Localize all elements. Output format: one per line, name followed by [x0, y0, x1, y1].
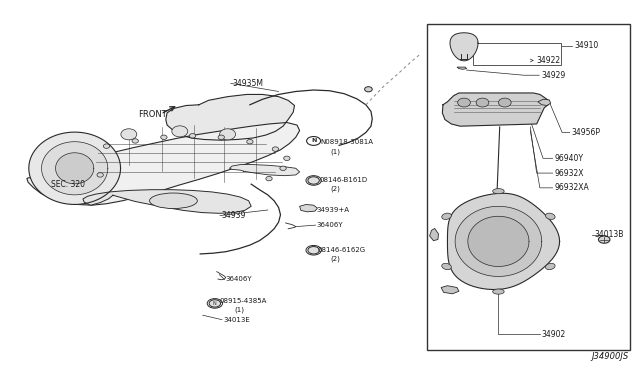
Text: SEC. 320: SEC. 320	[51, 180, 85, 189]
Text: 36406Y: 36406Y	[317, 222, 344, 228]
Ellipse shape	[280, 166, 286, 170]
Polygon shape	[56, 153, 94, 184]
Ellipse shape	[307, 137, 321, 145]
Ellipse shape	[308, 247, 319, 254]
Text: 08146-6162G: 08146-6162G	[317, 247, 365, 253]
Ellipse shape	[476, 98, 489, 107]
Text: 34013E: 34013E	[223, 317, 250, 323]
Ellipse shape	[458, 98, 470, 107]
Ellipse shape	[308, 177, 319, 184]
Ellipse shape	[246, 140, 253, 144]
Text: J34900JS: J34900JS	[592, 352, 629, 361]
Ellipse shape	[161, 135, 167, 140]
Ellipse shape	[97, 173, 103, 177]
Text: (1): (1)	[330, 148, 340, 154]
Ellipse shape	[442, 213, 451, 219]
Polygon shape	[429, 228, 438, 241]
Text: (1): (1)	[234, 307, 244, 313]
Ellipse shape	[545, 213, 555, 219]
Text: FRONT: FRONT	[138, 109, 167, 119]
Ellipse shape	[442, 263, 451, 270]
Text: 34902: 34902	[541, 330, 566, 339]
Text: 96932X: 96932X	[554, 169, 584, 177]
Text: (2): (2)	[330, 256, 340, 262]
Ellipse shape	[499, 98, 511, 107]
Text: 08146-B161D: 08146-B161D	[320, 177, 368, 183]
Ellipse shape	[150, 193, 197, 209]
Polygon shape	[230, 164, 300, 176]
Ellipse shape	[103, 144, 109, 148]
Polygon shape	[442, 93, 549, 126]
Polygon shape	[457, 67, 467, 69]
Ellipse shape	[121, 129, 137, 140]
Polygon shape	[447, 193, 559, 289]
Text: 34935M: 34935M	[232, 79, 263, 88]
Ellipse shape	[132, 139, 138, 143]
Ellipse shape	[218, 135, 225, 140]
Text: 34929: 34929	[541, 71, 566, 80]
Text: 34910: 34910	[575, 41, 599, 50]
Bar	[473, 43, 561, 65]
Polygon shape	[83, 190, 251, 213]
Text: 34939+A: 34939+A	[317, 207, 350, 213]
Polygon shape	[441, 286, 459, 294]
Polygon shape	[27, 122, 300, 205]
Text: 34013B: 34013B	[594, 230, 623, 239]
Ellipse shape	[189, 134, 196, 138]
Ellipse shape	[209, 300, 221, 307]
Text: 36406Y: 36406Y	[226, 276, 252, 282]
Polygon shape	[450, 33, 478, 61]
Ellipse shape	[272, 147, 278, 151]
Polygon shape	[42, 142, 108, 195]
Polygon shape	[29, 132, 120, 205]
Ellipse shape	[172, 126, 188, 137]
Text: 34956P: 34956P	[572, 128, 601, 137]
Text: N: N	[213, 301, 217, 306]
Polygon shape	[468, 216, 529, 266]
Text: 96940Y: 96940Y	[554, 154, 584, 163]
Polygon shape	[455, 206, 541, 276]
Ellipse shape	[365, 87, 372, 92]
Ellipse shape	[284, 156, 290, 161]
Text: 34939: 34939	[221, 211, 246, 220]
Text: N08918-3081A: N08918-3081A	[320, 139, 373, 145]
Text: (2): (2)	[330, 186, 340, 192]
Bar	[427, 23, 630, 350]
Text: 34922: 34922	[537, 56, 561, 65]
Ellipse shape	[545, 263, 555, 270]
Ellipse shape	[266, 176, 272, 181]
Text: N: N	[311, 138, 316, 144]
Text: 96932XA: 96932XA	[554, 183, 589, 192]
Polygon shape	[166, 94, 294, 140]
Ellipse shape	[220, 129, 236, 140]
Ellipse shape	[493, 289, 504, 294]
Text: 08915-4385A: 08915-4385A	[220, 298, 267, 304]
Polygon shape	[300, 205, 317, 212]
Ellipse shape	[598, 236, 610, 243]
Polygon shape	[538, 99, 550, 106]
Ellipse shape	[493, 189, 504, 194]
